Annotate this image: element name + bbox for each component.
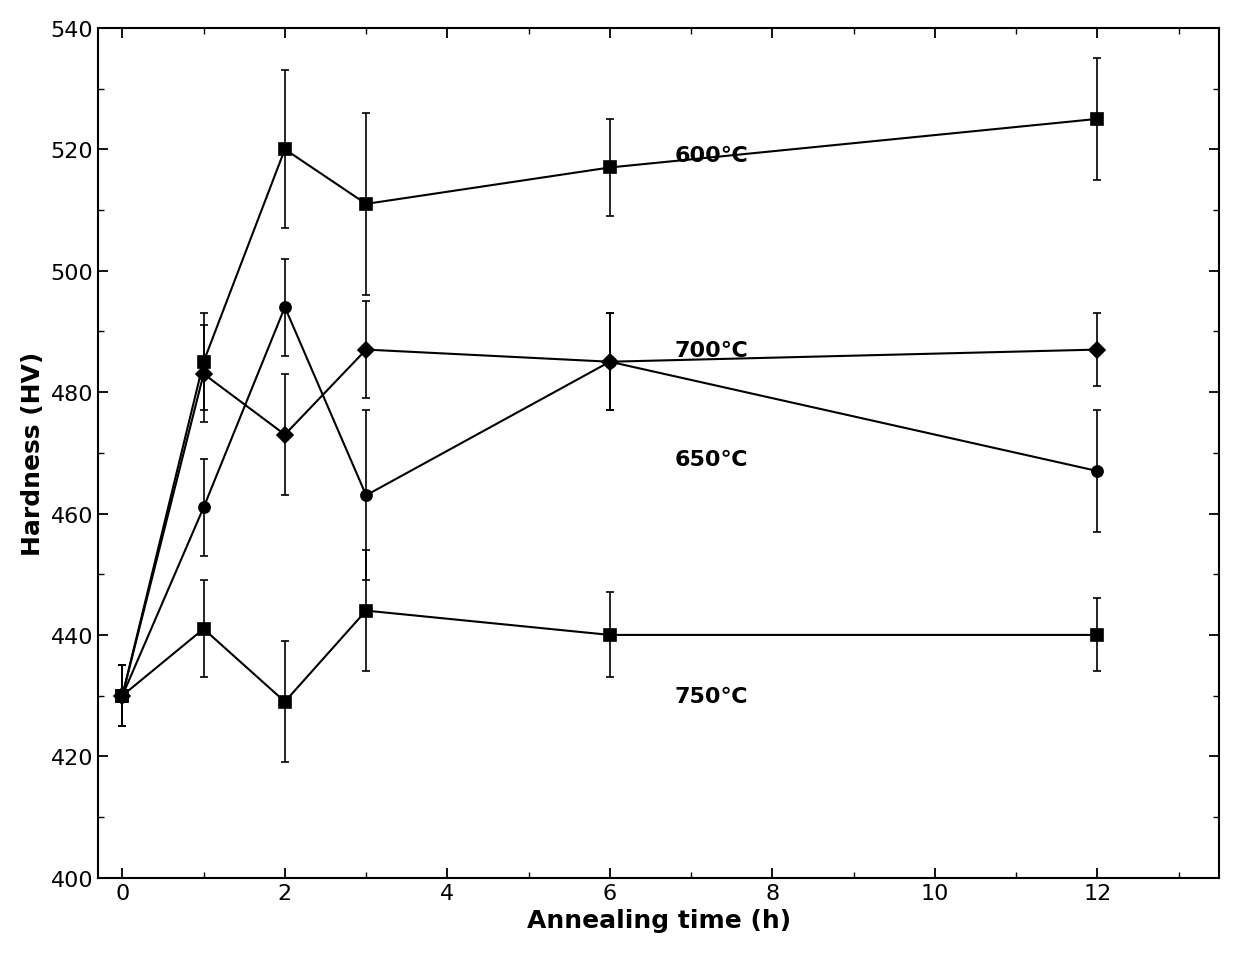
X-axis label: Annealing time (h): Annealing time (h) <box>527 908 791 932</box>
Text: 650℃: 650℃ <box>675 450 748 470</box>
Text: 750℃: 750℃ <box>675 686 748 706</box>
Y-axis label: Hardness (HV): Hardness (HV) <box>21 352 45 556</box>
Text: 600℃: 600℃ <box>675 146 749 166</box>
Text: 700℃: 700℃ <box>675 340 749 360</box>
